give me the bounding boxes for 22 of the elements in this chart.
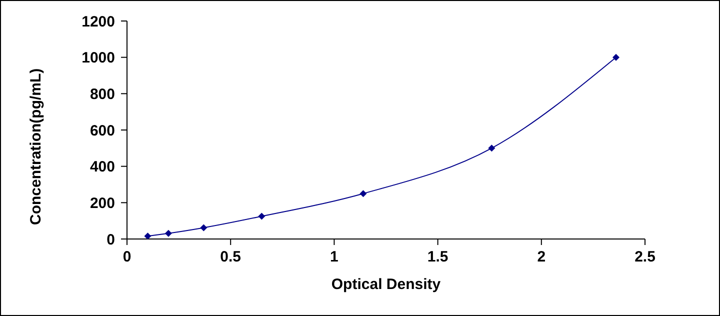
x-tick-label: 2 <box>537 248 546 266</box>
y-tick-label: 1000 <box>82 50 115 67</box>
x-tick-label: 1.5 <box>427 248 448 266</box>
y-tick-label: 1200 <box>82 13 115 30</box>
point <box>200 224 208 232</box>
x-tick-label: 1 <box>330 248 338 266</box>
point <box>144 232 152 239</box>
x-tick-label: 0 <box>122 248 132 266</box>
y-tick-label: 800 <box>90 86 115 103</box>
y-tick-label: 0 <box>106 231 115 248</box>
point <box>488 144 496 152</box>
point <box>360 190 367 198</box>
y-tick-label: 600 <box>90 122 115 140</box>
y-tick-label: 400 <box>90 158 115 176</box>
x-axis-title: Optical Density <box>331 276 442 293</box>
point <box>258 212 266 220</box>
y-axis-title: Concentration(pg/mL) <box>27 68 44 225</box>
x-tick-label: 2.5 <box>634 248 656 266</box>
y-tick-label: 200 <box>90 194 115 212</box>
point <box>164 230 172 237</box>
point <box>612 54 620 61</box>
x-tick-label: 0.5 <box>220 248 242 266</box>
